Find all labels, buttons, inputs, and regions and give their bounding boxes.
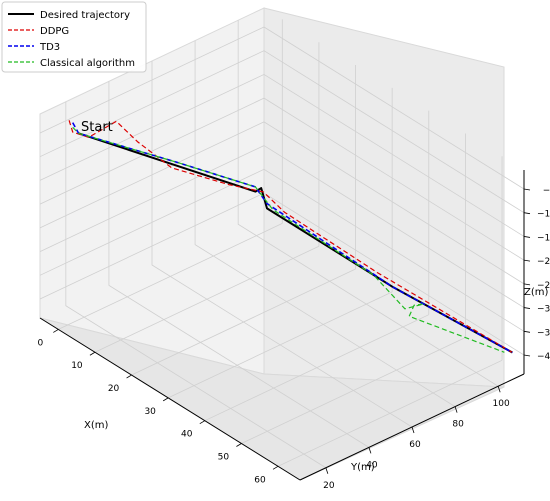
series-line-classical-algorithm — [72, 126, 505, 353]
grid-lines — [39, 19, 525, 469]
z-tick-label: −25 — [537, 281, 550, 291]
z-axis-label: Z(m) — [524, 287, 548, 298]
z-tick-label: −15 — [537, 233, 550, 243]
series-group — [68, 120, 513, 354]
legend-label: TD3 — [39, 42, 60, 53]
z-tick-label: −30 — [537, 305, 550, 315]
x-tick-mark — [272, 465, 279, 470]
y-tick-label: 100 — [493, 399, 510, 409]
x-tick-label: 60 — [254, 475, 266, 485]
y-tick-label: 80 — [452, 420, 464, 430]
x-tick-label: 50 — [218, 452, 230, 462]
z-tick-mark — [523, 188, 531, 191]
x-tick-mark — [126, 374, 132, 379]
legend-label: DDPG — [40, 26, 69, 37]
x-tick-mark — [199, 420, 205, 425]
axis-lines — [39, 170, 531, 481]
y-tick-mark — [325, 467, 329, 474]
z-tick-mark — [523, 283, 531, 286]
y-tick-label: 40 — [366, 460, 378, 470]
x-tick-mark — [236, 443, 242, 447]
z-gridline — [39, 192, 525, 356]
z-tick-label: −10 — [537, 210, 550, 220]
z-gridline — [39, 121, 525, 285]
z-tick-mark — [523, 307, 531, 309]
y-axis-label: Y(m) — [350, 462, 375, 473]
y-tick-mark — [454, 406, 458, 413]
y-gridline — [108, 81, 370, 448]
y-gridline — [65, 101, 327, 469]
z-tick-mark — [523, 212, 531, 215]
y-tick-mark — [368, 447, 372, 454]
y-tick-label: 60 — [409, 440, 421, 450]
back-right-pane — [263, 7, 505, 388]
z-tick-label: −40 — [537, 352, 550, 362]
z-gridline — [39, 26, 525, 190]
legend-label: Desired trajectory — [40, 10, 130, 21]
x-axis-line — [39, 317, 301, 481]
x-tick-mark — [89, 351, 96, 356]
x-tick-label: 20 — [108, 384, 120, 394]
start-annotation: Start — [81, 120, 113, 135]
y-gridline — [237, 20, 499, 387]
z-tick-label: −5 — [543, 186, 550, 196]
x-tick-label: 10 — [71, 361, 83, 371]
legend: Desired trajectory DDPG TD3 Classical algor… — [1, 1, 147, 73]
z-tick-mark — [523, 236, 531, 238]
z-tick-label: −20 — [537, 257, 550, 267]
z-gridline — [39, 97, 525, 261]
z-gridline — [39, 168, 525, 332]
y-tick-label: 20 — [323, 481, 335, 491]
x-tick-mark — [53, 329, 59, 333]
x-tick-label: 40 — [181, 430, 193, 440]
x-tick-label: 30 — [144, 407, 156, 417]
z-tick-mark — [523, 330, 531, 333]
tick-labels: 0 10 20 30 40 50 60 20 40 60 80 100 −5 −10 −15 −20 −25 −3… — [37, 186, 550, 491]
x-tick-mark — [162, 397, 169, 402]
x-axis-label: X(m) — [84, 420, 108, 431]
z-gridline — [39, 145, 525, 308]
z-tick-mark — [523, 354, 531, 357]
y-tick-mark — [497, 386, 501, 393]
z-gridline — [39, 50, 525, 214]
y-gridline — [151, 61, 413, 428]
x-tick-label: 0 — [37, 338, 43, 348]
z-tick-label: −35 — [537, 328, 550, 338]
legend-label: Classical algorithm — [40, 58, 135, 69]
y-tick-mark — [411, 426, 415, 434]
legend-frame — [1, 1, 147, 73]
z-tick-mark — [523, 259, 531, 262]
y-gridline — [194, 40, 456, 407]
